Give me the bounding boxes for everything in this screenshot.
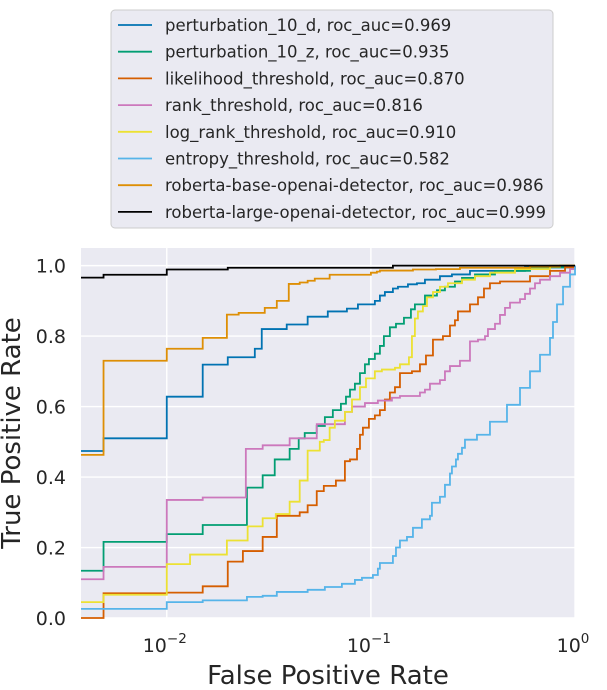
legend: perturbation_10_d, roc_auc=0.969 perturba… [110, 9, 554, 229]
tick-labels: 0.0 0.2 0.4 0.6 0.8 1.0 10−2 10−1 100 [36, 256, 590, 657]
legend-label: log_rank_threshold, roc_auc=0.910 [165, 123, 456, 143]
plot-area [81, 248, 575, 618]
legend-item: likelihood_threshold, roc_auc=0.870 [118, 69, 465, 89]
series-layer [81, 264, 576, 619]
y-tick-label: 0.8 [36, 326, 66, 348]
legend-label: likelihood_threshold, roc_auc=0.870 [165, 69, 465, 89]
series-line-roberta-base-openai-detector [81, 264, 575, 456]
legend-item: rank_threshold, roc_auc=0.816 [118, 96, 423, 116]
legend-item: roberta-base-openai-detector, roc_auc=0.… [118, 176, 544, 196]
series-line-log_rank_threshold [81, 264, 575, 604]
legend-label: roberta-base-openai-detector, roc_auc=0.… [165, 176, 544, 196]
legend-label: perturbation_10_z, roc_auc=0.935 [165, 43, 450, 63]
legend-label: roberta-large-openai-detector, roc_auc=0… [165, 203, 546, 223]
legend-item: perturbation_10_d, roc_auc=0.969 [118, 16, 451, 36]
legend-label: perturbation_10_d, roc_auc=0.969 [165, 16, 451, 36]
legend-item: roberta-large-openai-detector, roc_auc=0… [118, 203, 546, 223]
legend-box [110, 9, 554, 229]
legend-item: log_rank_threshold, roc_auc=0.910 [118, 123, 456, 143]
legend-label: entropy_threshold, roc_auc=0.582 [165, 150, 450, 170]
x-tick-label: 10−1 [347, 631, 391, 657]
x-tick-label: 100 [557, 631, 590, 657]
series-line-perturbation_10_d [81, 265, 576, 452]
y-axis-label: True Positive Rate [0, 317, 27, 550]
y-tick-label: 1.0 [36, 256, 66, 278]
y-tick-label: 0.2 [36, 538, 66, 560]
y-tick-label: 0.4 [36, 467, 66, 489]
legend-item: entropy_threshold, roc_auc=0.582 [118, 150, 450, 170]
legend-label: rank_threshold, roc_auc=0.816 [165, 96, 423, 116]
series-line-likelihood_threshold [81, 265, 576, 619]
series-line-entropy_threshold [81, 265, 576, 610]
y-tick-label: 0.6 [36, 397, 66, 419]
series-line-rank_threshold [81, 265, 576, 581]
gridlines [81, 248, 576, 619]
series-line-roberta-large-openai-detector [81, 264, 575, 279]
x-tick-label: 10−2 [143, 631, 187, 657]
legend-item: perturbation_10_z, roc_auc=0.935 [118, 43, 450, 63]
x-axis-label: False Positive Rate [207, 661, 449, 690]
y-tick-label: 0.0 [36, 608, 66, 630]
